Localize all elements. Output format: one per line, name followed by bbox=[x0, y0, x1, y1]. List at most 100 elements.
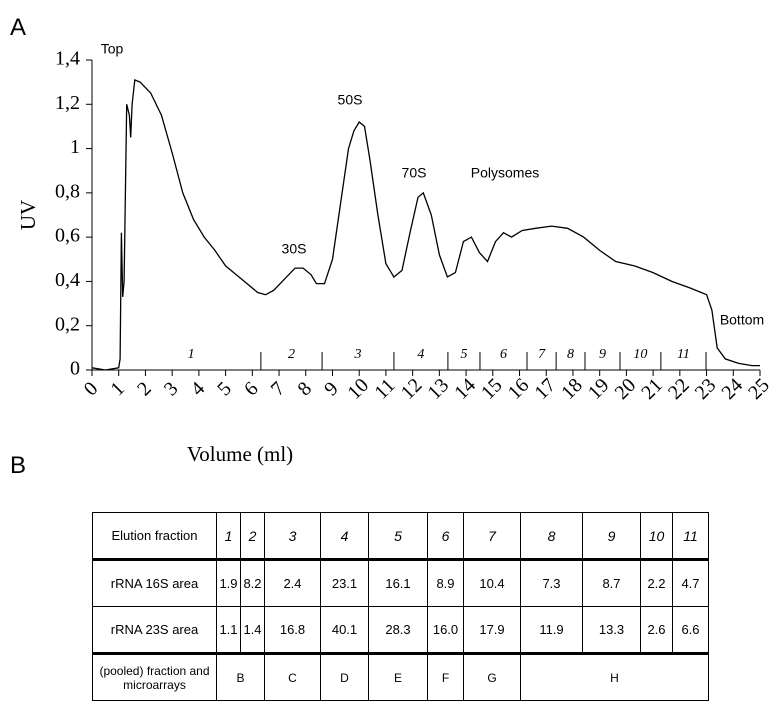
annotation: Bottom bbox=[720, 312, 764, 328]
x-tick-label: 13 bbox=[424, 374, 454, 404]
y-tick-label: 0,6 bbox=[55, 225, 80, 247]
table-cell: 11.9 bbox=[520, 606, 583, 654]
table-cell: G bbox=[463, 652, 521, 701]
table-cell: 1.1 bbox=[216, 606, 241, 654]
x-tick-label: 24 bbox=[717, 374, 747, 404]
x-tick-label: 9 bbox=[320, 378, 343, 401]
table-cell: B bbox=[216, 652, 265, 701]
table-cell: 8.9 bbox=[427, 559, 464, 607]
table-row: rRNA 16S area 1.9 8.2 2.4 23.1 16.1 8.9 10.4 7.3… bbox=[92, 559, 709, 607]
x-tick-label: 18 bbox=[557, 374, 587, 404]
fraction-label: 1 bbox=[188, 347, 195, 362]
chart: Volume (ml) UV 00,20,40,60,811,21,40 1 2 3 4… bbox=[16, 41, 771, 466]
table-row: rRNA 23S area 1.1 1.4 16.8 40.1 28.3 16.0 17.9 1… bbox=[92, 606, 709, 654]
y-tick-label: 0 bbox=[70, 358, 80, 380]
table-cell: 10.4 bbox=[463, 559, 521, 607]
fraction-label: 4 bbox=[417, 347, 424, 362]
table-cell: C bbox=[264, 652, 321, 701]
table-cell: (pooled) fraction and microarrays bbox=[92, 652, 217, 701]
fraction-label: 10 bbox=[633, 347, 647, 362]
table-cell: 40.1 bbox=[320, 606, 369, 654]
y-tick-label: 1,4 bbox=[55, 48, 80, 70]
annotation: Polysomes bbox=[471, 165, 539, 181]
x-tick-label: 1 bbox=[106, 378, 129, 401]
x-tick-label: 6 bbox=[240, 378, 263, 401]
uv-line bbox=[91, 78, 760, 371]
table-cell: 10 bbox=[640, 512, 673, 561]
fraction-label: 5 bbox=[460, 347, 467, 362]
table-cell: 13.3 bbox=[582, 606, 641, 654]
table-cell: 28.3 bbox=[368, 606, 428, 654]
fraction-label: 3 bbox=[353, 347, 361, 362]
table-cell: 23.1 bbox=[320, 559, 369, 607]
annotation: 50S bbox=[338, 92, 363, 108]
table-row: Elution fraction 1 2 3 4 5 6 7 8 9 10 11 bbox=[92, 512, 709, 561]
table-cell: 1.9 bbox=[216, 559, 241, 607]
x-tick-label: 16 bbox=[504, 374, 534, 404]
x-tick-label: 19 bbox=[584, 374, 614, 404]
table-cell: 8.2 bbox=[240, 559, 265, 607]
x-tick-label: 22 bbox=[664, 374, 694, 404]
y-tick-label: 0,8 bbox=[55, 180, 80, 202]
y-tick-label: 1,2 bbox=[55, 92, 80, 114]
x-tick-label: 7 bbox=[267, 378, 290, 401]
table-cell: H bbox=[520, 652, 709, 701]
table-cell: 6.6 bbox=[672, 606, 709, 654]
x-tick-label: 3 bbox=[160, 378, 183, 401]
table-cell: 1 bbox=[216, 512, 241, 561]
table-cell: 7 bbox=[463, 512, 521, 561]
annotation: 30S bbox=[282, 241, 307, 257]
annotation: 70S bbox=[402, 165, 427, 181]
x-tick-label: 25 bbox=[744, 374, 771, 404]
panel-label: A bbox=[10, 14, 27, 41]
fraction-label: 8 bbox=[567, 347, 574, 362]
table-cell: F bbox=[427, 652, 464, 701]
table-cell: 16.1 bbox=[368, 559, 428, 607]
x-tick-label: 17 bbox=[530, 374, 560, 404]
y-tick-label: 0,4 bbox=[55, 269, 80, 291]
table-cell: 2.4 bbox=[264, 559, 321, 607]
table-cell: 6 bbox=[427, 512, 464, 561]
table-cell: 8 bbox=[520, 512, 583, 561]
table: Elution fraction 1 2 3 4 5 6 7 8 9 10 11 rRNA 16S ar… bbox=[92, 512, 709, 701]
x-tick-label: 14 bbox=[450, 374, 480, 404]
table-cell: 16.8 bbox=[264, 606, 321, 654]
y-tick-label: 0,2 bbox=[55, 313, 80, 335]
table-cell: 7.3 bbox=[520, 559, 583, 607]
x-tick-label: 4 bbox=[187, 378, 210, 401]
table-cell: 11 bbox=[672, 512, 709, 561]
table-row: (pooled) fraction and microarrays B C D E F G H bbox=[92, 652, 709, 701]
table-cell: 17.9 bbox=[463, 606, 521, 654]
x-tick-label: 15 bbox=[477, 374, 507, 404]
x-tick-label: 5 bbox=[213, 378, 236, 401]
table-cell: 4.7 bbox=[672, 559, 709, 607]
table-cell: 1.4 bbox=[240, 606, 265, 654]
x-tick-label: 23 bbox=[691, 374, 721, 404]
annotation: Top bbox=[101, 41, 124, 57]
fraction-label: 9 bbox=[599, 347, 606, 362]
table-cell: D bbox=[320, 652, 369, 701]
x-tick-label: 20 bbox=[611, 374, 641, 404]
x-tick-label: 12 bbox=[397, 374, 427, 404]
table-cell: Elution fraction bbox=[92, 512, 217, 561]
x-tick-label: 8 bbox=[293, 378, 316, 401]
table-cell: 2.2 bbox=[640, 559, 673, 607]
y-axis-label: UV bbox=[16, 200, 40, 230]
fraction-label: 11 bbox=[677, 347, 690, 362]
table-cell: 2.6 bbox=[640, 606, 673, 654]
x-tick-label: 11 bbox=[370, 374, 399, 403]
table-cell: E bbox=[368, 652, 428, 701]
x-tick-label: 2 bbox=[133, 378, 156, 401]
fraction-label: 6 bbox=[500, 347, 507, 362]
x-tick-label: 0 bbox=[80, 378, 103, 401]
table-cell: 2 bbox=[240, 512, 265, 561]
table-cell: 5 bbox=[368, 512, 428, 561]
x-axis-label: Volume (ml) bbox=[187, 442, 293, 466]
table-cell: 16.0 bbox=[427, 606, 464, 654]
table-cell: rRNA 23S area bbox=[92, 606, 217, 654]
table-cell: 8.7 bbox=[582, 559, 641, 607]
x-tick-label: 10 bbox=[343, 374, 373, 404]
table-cell: rRNA 16S area bbox=[92, 559, 217, 607]
x-tick-label: 21 bbox=[637, 374, 667, 404]
